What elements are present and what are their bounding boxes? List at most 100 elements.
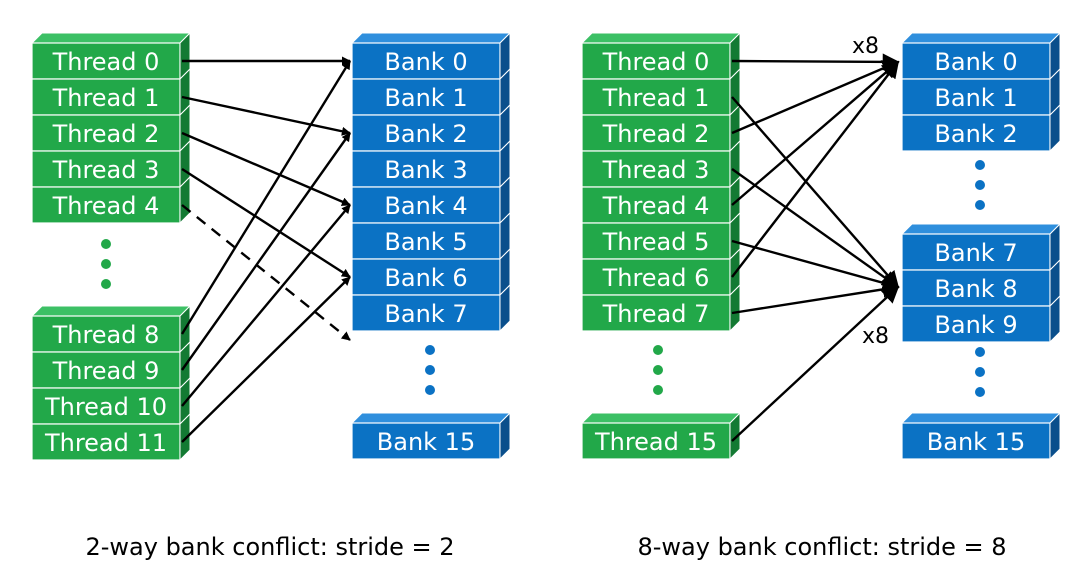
multiplier-label-bank-8: x8	[862, 324, 889, 349]
bank-box-bank-15: Bank 15	[351, 411, 511, 461]
thread-box-thread-7: Thread 7	[581, 283, 741, 333]
arrow-thread-8	[180, 60, 352, 335]
bank-box-label: Bank 1	[934, 84, 1017, 112]
thread-box-thread-1: Thread 1	[31, 67, 191, 117]
thread-stack-upper: Thread 0 Thread 1 Thread 2 Thread 3 Thread 4	[30, 31, 192, 225]
bank-box-bank-2: Bank 2	[351, 103, 511, 153]
thread-box-thread-8: Thread 8	[31, 304, 191, 354]
thread-stack-upper: Thread 0 Thread 1 Thread 2 Thread 3 Thread 4…	[580, 31, 742, 333]
bank-box-bank-4: Bank 4	[351, 175, 511, 225]
arrow-thread-15	[731, 285, 900, 442]
bank-box-bank-8: Bank 8	[901, 258, 1061, 308]
bank-stack-lower: Bank 15	[350, 411, 512, 461]
thread-box-thread-11: Thread 11	[31, 412, 191, 462]
thread-box-label: Thread 0	[602, 48, 710, 76]
thread-box-label: Thread 6	[602, 264, 710, 292]
ellipsis-dot	[101, 279, 111, 289]
ellipsis-dot	[975, 160, 985, 170]
access-arrows	[180, 56, 352, 443]
ellipsis-dot	[975, 367, 985, 377]
thread-box-thread-0: Thread 0	[31, 31, 191, 81]
bank-box-label: Bank 2	[384, 120, 467, 148]
thread-box-thread-2: Thread 2	[31, 103, 191, 153]
thread-box-thread-5: Thread 5	[581, 211, 741, 261]
arrow-thread-4	[731, 60, 900, 206]
access-arrows	[731, 53, 900, 442]
arrow-thread-2	[731, 60, 900, 135]
arrow-thread-0	[731, 53, 900, 71]
thread-stack-lower: Thread 8 Thread 9 Thread 10 Thread 11	[30, 304, 192, 462]
bank-box-bank-1: Bank 1	[351, 67, 511, 117]
bank-stack-upper: Bank 0 Bank 1 Bank 2	[900, 31, 1062, 153]
bank-box-bank-15: Bank 15	[901, 411, 1061, 461]
bank-box-label: Bank 4	[384, 192, 467, 220]
bank-stack-upper: Bank 0 Bank 1 Bank 2 Bank 3 Bank 4 Bank 5 Bank…	[350, 31, 512, 333]
ellipsis-dot	[653, 365, 663, 375]
caption-stride-2: 2-way bank conflict: stride = 2	[85, 533, 454, 561]
thread-box-thread-15: Thread 15	[581, 411, 741, 461]
thread-box-label: Thread 9	[52, 357, 160, 385]
arrow-thread-9	[181, 132, 351, 371]
bank-box-bank-2: Bank 2	[901, 103, 1061, 153]
bank-box-bank-5: Bank 5	[351, 211, 511, 261]
bank-box-label: Bank 6	[384, 264, 467, 292]
arrow-thread-1	[181, 95, 351, 136]
caption-stride-8: 8-way bank conflict: stride = 8	[637, 533, 1006, 561]
bank-box-label: Bank 1	[384, 84, 467, 112]
ellipsis-dot	[975, 180, 985, 190]
arrow-thread-10	[181, 204, 351, 407]
stride-2-panel: Thread 0 Thread 1 Thread 2 Thread 3 Thread 4…	[30, 31, 512, 561]
ellipsis-dots	[101, 239, 435, 395]
arrow-thread-5	[731, 239, 900, 292]
multiplier-label-bank-0: x8	[852, 34, 879, 59]
ellipsis-dot	[101, 259, 111, 269]
thread-box-label: Thread 3	[602, 156, 710, 184]
ellipsis-dot	[101, 239, 111, 249]
bank-box-label: Bank 15	[927, 428, 1025, 456]
ellipsis-dots	[653, 160, 985, 397]
ellipsis-dot	[425, 345, 435, 355]
bank-box-bank-0: Bank 0	[901, 31, 1061, 81]
thread-stack-lower: Thread 15	[580, 411, 742, 461]
thread-box-label: Thread 15	[594, 428, 717, 456]
arrow-thread-7	[731, 280, 900, 315]
arrow-thread-6	[731, 60, 900, 278]
bank-box-label: Bank 9	[934, 311, 1017, 339]
ellipsis-dot	[653, 385, 663, 395]
arrow-thread-11	[181, 276, 351, 443]
bank-box-label: Bank 2	[934, 120, 1017, 148]
bank-stack-middle: Bank 7 Bank 8 Bank 9	[900, 222, 1062, 344]
bank-box-bank-0: Bank 0	[351, 31, 511, 81]
bank-box-label: Bank 3	[384, 156, 467, 184]
thread-box-thread-4: Thread 4	[31, 175, 191, 225]
arrow-thread-3	[731, 168, 900, 288]
arrow-thread-4	[181, 204, 351, 341]
arrow-thread-3	[181, 167, 351, 279]
bank-box-label: Bank 8	[934, 275, 1017, 303]
ellipsis-dot	[975, 347, 985, 357]
bank-box-label: Bank 0	[934, 48, 1017, 76]
thread-box-thread-2: Thread 2	[581, 103, 741, 153]
thread-box-label: Thread 4	[52, 192, 160, 220]
thread-box-label: Thread 2	[602, 120, 710, 148]
bank-box-label: Bank 5	[384, 228, 467, 256]
bank-box-label: Bank 0	[384, 48, 467, 76]
bank-box-bank-1: Bank 1	[901, 67, 1061, 117]
ellipsis-dot	[975, 200, 985, 210]
thread-box-label: Thread 1	[602, 84, 710, 112]
thread-box-thread-6: Thread 6	[581, 247, 741, 297]
bank-box-bank-7: Bank 7	[351, 283, 511, 333]
bank-box-bank-7: Bank 7	[901, 222, 1061, 272]
thread-box-label: Thread 7	[602, 300, 710, 328]
thread-box-thread-4: Thread 4	[581, 175, 741, 225]
thread-box-thread-9: Thread 9	[31, 340, 191, 390]
ellipsis-dot	[975, 387, 985, 397]
thread-box-thread-3: Thread 3	[31, 139, 191, 189]
bank-box-label: Bank 7	[934, 239, 1017, 267]
bank-box-label: Bank 7	[384, 300, 467, 328]
stride-8-panel: Thread 0 Thread 1 Thread 2 Thread 3 Thread 4…	[580, 31, 1062, 561]
thread-box-label: Thread 0	[52, 48, 160, 76]
arrow-thread-2	[181, 131, 351, 207]
bank-stack-lower: Bank 15	[900, 411, 1062, 461]
